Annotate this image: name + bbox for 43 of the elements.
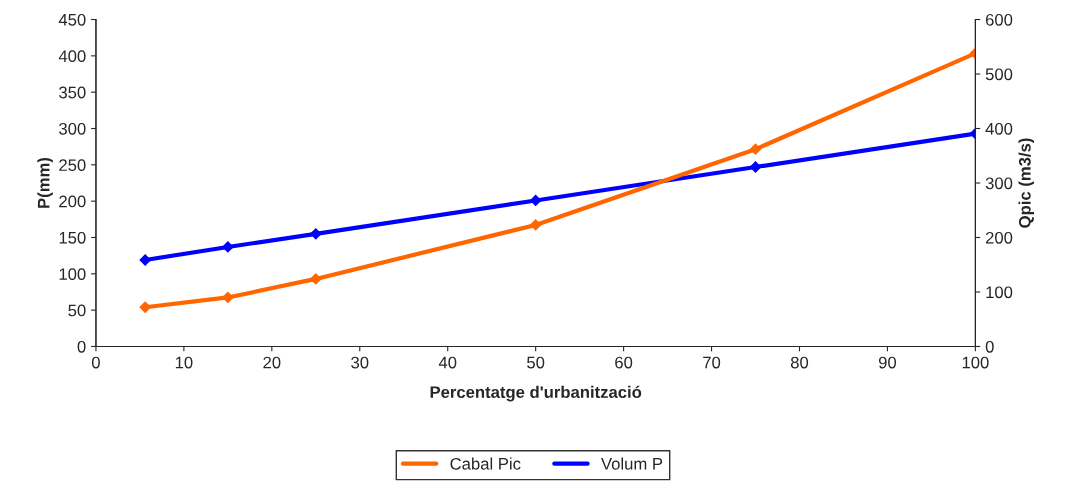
y-tick-label: 250	[59, 159, 86, 172]
x-tick-label: 10	[175, 356, 193, 369]
y-tick-label: 200	[59, 195, 86, 208]
x-tick-label: 40	[438, 356, 457, 369]
point	[310, 273, 322, 285]
y-tick-label: 350	[59, 86, 86, 99]
y-tick-label: 0	[77, 340, 86, 353]
y-tick-label: 100	[59, 268, 86, 281]
point	[139, 301, 151, 313]
x-tick-label: 30	[351, 356, 369, 369]
y-tick-label: 150	[59, 231, 86, 244]
y2-tick-label: 0	[985, 340, 994, 353]
y-tick-label: 50	[68, 304, 86, 317]
y2-tick-label: 600	[985, 13, 1013, 26]
y-tick-label: 400	[58, 50, 86, 63]
point	[222, 291, 234, 304]
x-tick-label: 50	[527, 356, 545, 369]
point	[749, 161, 762, 173]
y2-axis-title: Qpic (m3/s)	[1018, 138, 1035, 228]
x-tick-label: 60	[615, 356, 633, 369]
y-tick-label: 300	[59, 122, 86, 135]
x-tick-label: 80	[790, 356, 809, 369]
y-axis-title: P(mm)	[37, 157, 53, 208]
x-tick-label: 20	[263, 356, 281, 369]
point	[222, 241, 234, 253]
y2-tick-label: 300	[985, 177, 1013, 190]
x-tick-label: 70	[703, 356, 721, 369]
x-tick-label: 90	[878, 356, 897, 369]
point	[530, 194, 542, 207]
y-tick-label: 450	[58, 13, 86, 26]
legend-label: Volum P	[601, 457, 663, 470]
y2-tick-label: 100	[986, 286, 1013, 299]
point	[749, 143, 762, 155]
point	[310, 228, 322, 240]
y2-tick-label: 200	[985, 231, 1013, 244]
point	[530, 219, 542, 231]
x-tick-label: 0	[91, 356, 100, 369]
y2-tick-label: 500	[985, 68, 1013, 81]
x-tick-label: 100	[962, 356, 989, 369]
point	[139, 254, 151, 266]
y2-tick-label: 400	[985, 122, 1013, 135]
x-axis-title: Percentatge d'urbanització	[430, 385, 642, 402]
legend-label: Cabal Pic	[450, 457, 521, 470]
